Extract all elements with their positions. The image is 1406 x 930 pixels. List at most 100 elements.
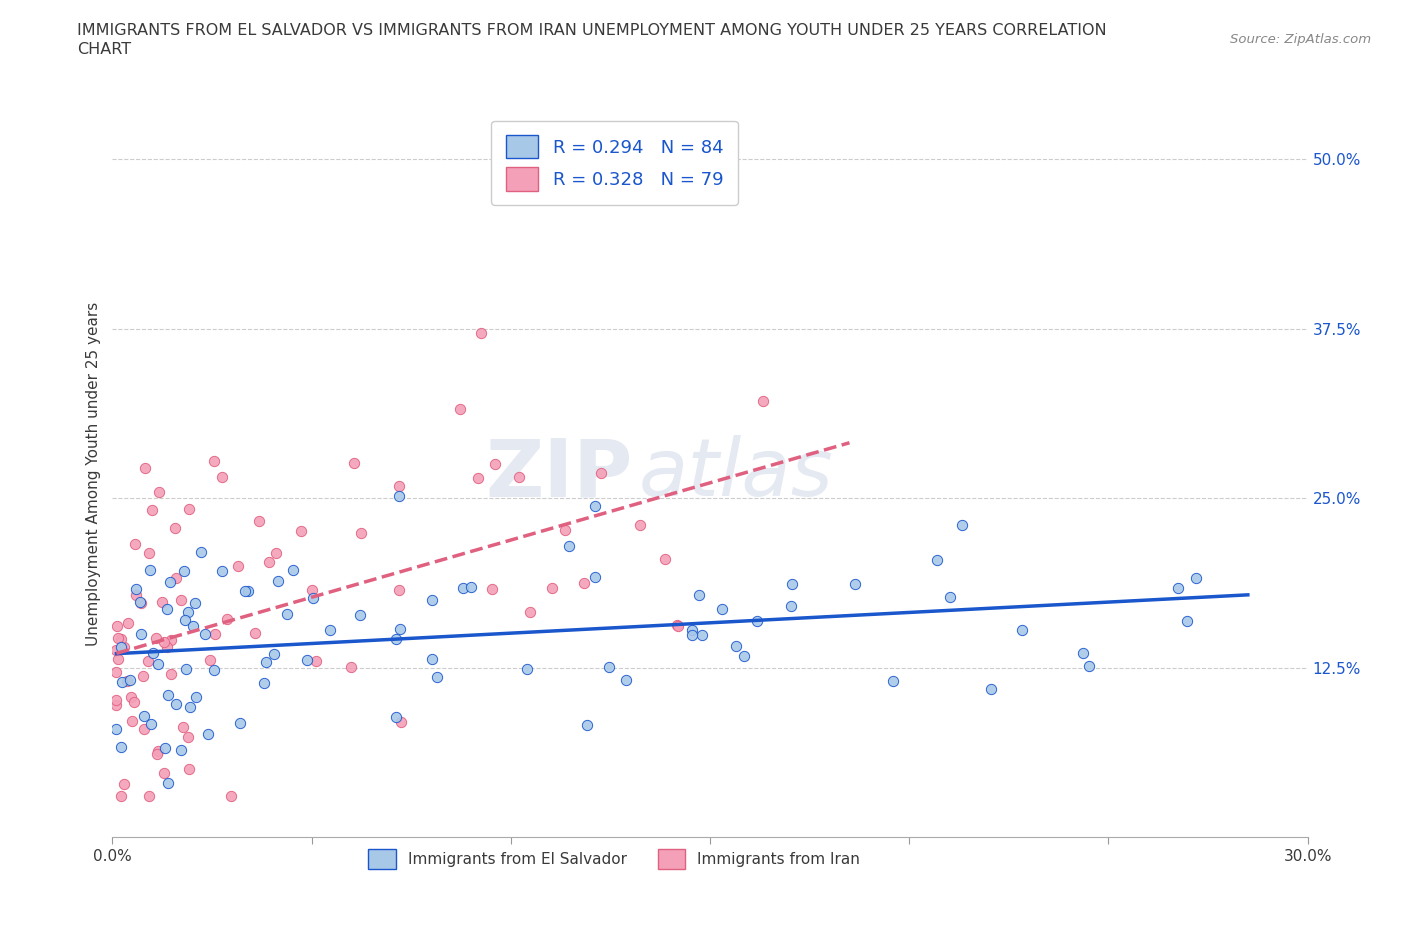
Point [110,631,132,646]
Point [385,710,408,724]
Point [105,698,128,712]
Point [165,570,187,585]
Point [110,789,132,804]
Point [516,661,538,676]
Point [745,614,768,629]
Point [190,544,212,559]
Point [156,639,179,654]
Point [422,592,444,607]
Point [554,523,576,538]
Text: IMMIGRANTS FROM EL SALVADOR VS IMMIGRANTS FROM IRAN UNEMPLOYMENT AMONG YOUTH UND: IMMIGRANTS FROM EL SALVADOR VS IMMIGRANT… [77,23,1107,38]
Point [174,661,197,676]
Point [138,546,160,561]
Point [142,645,165,660]
Point [132,668,155,683]
Point [388,582,411,597]
Point [1185,571,1208,586]
Point [148,485,170,499]
Text: CHART: CHART [77,42,131,57]
Point [453,580,475,595]
Point [1078,658,1101,673]
Point [779,599,801,614]
Point [153,635,176,650]
Point [105,693,128,708]
Point [150,595,173,610]
Point [194,627,217,642]
Point [591,466,613,481]
Point [122,695,145,710]
Point [204,627,226,642]
Point [302,591,325,605]
Point [160,632,183,647]
Point [115,673,138,688]
Point [470,326,492,340]
Point [184,690,207,705]
Point [112,640,135,655]
Point [276,606,298,621]
Point [541,581,564,596]
Point [112,777,135,791]
Point [179,501,201,516]
Point [181,618,204,633]
Point [467,471,489,485]
Point [882,673,904,688]
Point [350,525,373,540]
Point [145,631,167,645]
Point [938,590,960,604]
Point [202,453,225,468]
Point [173,612,195,627]
Point [257,554,280,569]
Point [711,602,734,617]
Point [628,518,651,533]
Point [217,612,239,627]
Point [146,747,169,762]
Point [349,608,371,623]
Point [844,577,866,591]
Point [153,766,176,781]
Point [780,577,803,591]
Point [616,672,638,687]
Point [508,470,530,485]
Point [136,654,159,669]
Point [481,582,503,597]
Point [160,667,183,682]
Point [557,538,579,553]
Point [197,727,219,742]
Point [184,595,207,610]
Point [170,592,193,607]
Point [146,656,169,671]
Point [111,674,134,689]
Point [692,627,714,642]
Point [110,640,132,655]
Point [163,521,186,536]
Point [172,720,194,735]
Point [139,563,162,578]
Point [179,762,201,777]
Point [117,616,139,631]
Point [681,623,703,638]
Y-axis label: Unemployment Among Youth under 25 years: Unemployment Among Youth under 25 years [86,302,101,646]
Point [449,402,471,417]
Point [198,653,221,668]
Point [668,618,690,633]
Point [146,744,169,759]
Point [176,730,198,745]
Point [179,700,201,715]
Point [927,552,949,567]
Point [733,649,755,664]
Point [105,722,128,737]
Point [128,595,150,610]
Point [343,456,366,471]
Point [267,573,290,588]
Point [519,605,541,620]
Point [980,682,1002,697]
Point [211,564,233,578]
Point [124,537,146,551]
Point [105,643,128,658]
Point [583,498,606,513]
Point [243,626,266,641]
Legend: Immigrants from El Salvador, Immigrants from Iran: Immigrants from El Salvador, Immigrants … [361,842,868,876]
Point [141,503,163,518]
Text: atlas: atlas [638,435,834,513]
Point [157,776,180,790]
